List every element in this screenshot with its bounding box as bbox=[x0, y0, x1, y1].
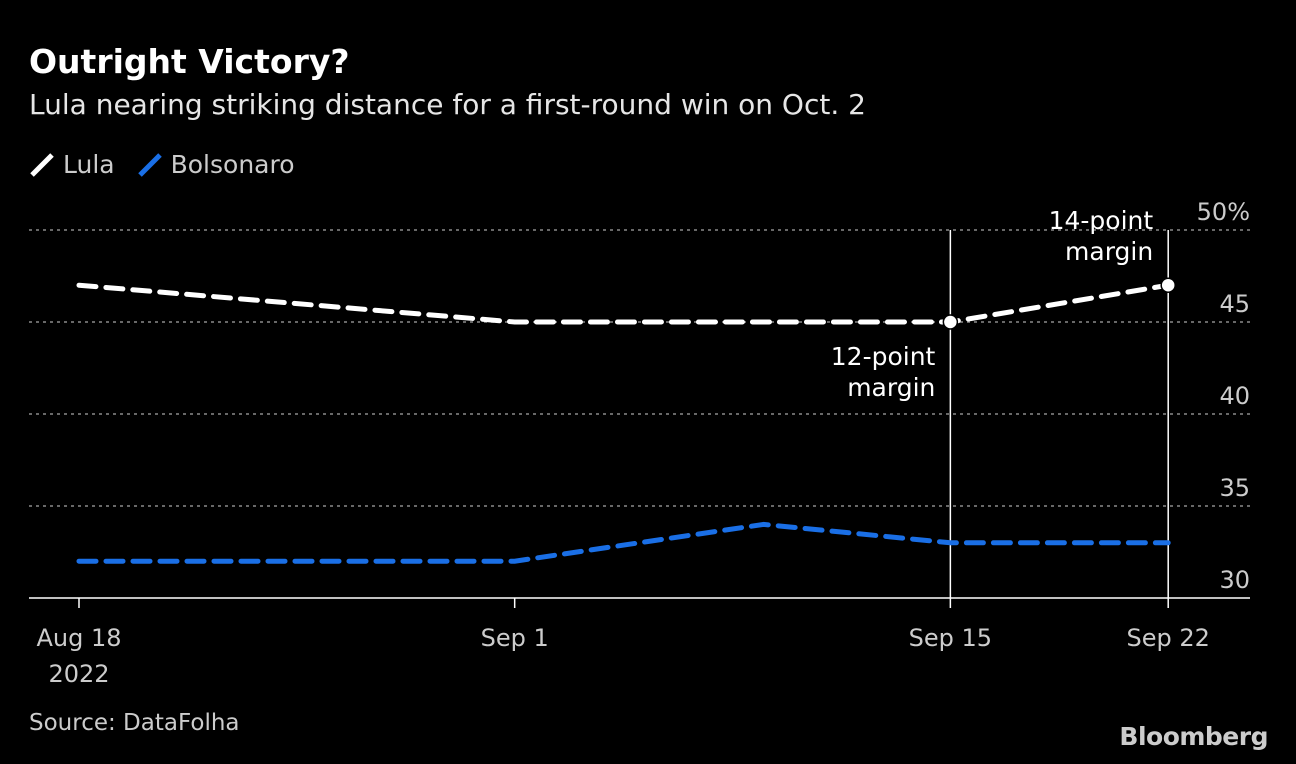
x-tick-label: Aug 18 bbox=[36, 624, 121, 652]
y-tick-label: 30 bbox=[1219, 566, 1250, 594]
annotation-label: 14-point bbox=[1049, 206, 1154, 235]
bolsonaro-swatch-icon bbox=[137, 152, 162, 177]
legend-item-bolsonaro: Bolsonaro bbox=[137, 150, 295, 179]
legend-label-bolsonaro: Bolsonaro bbox=[170, 150, 295, 179]
annotation-label: margin bbox=[1065, 237, 1153, 266]
series-line-lula bbox=[76, 282, 1171, 325]
chart-title: Outright Victory? bbox=[29, 42, 350, 81]
x-tick-label: Sep 22 bbox=[1126, 624, 1209, 652]
y-tick-label: 35 bbox=[1219, 474, 1250, 502]
y-tick-label: 45 bbox=[1219, 290, 1250, 318]
x-tick-label: Sep 15 bbox=[909, 624, 992, 652]
lula-swatch-icon bbox=[30, 152, 54, 177]
series-line-bolsonaro bbox=[76, 521, 1171, 564]
x-tick-sublabel: 2022 bbox=[48, 660, 109, 688]
annotation-marker bbox=[942, 314, 959, 330]
y-tick-label: 40 bbox=[1219, 382, 1250, 410]
annotation-marker bbox=[1160, 277, 1176, 293]
bloomberg-logo: Bloomberg bbox=[1119, 722, 1268, 751]
y-tick-label: 50% bbox=[1197, 198, 1250, 226]
legend-label-lula: Lula bbox=[63, 150, 115, 179]
annotation-label: margin bbox=[847, 373, 935, 402]
chart-subtitle: Lula nearing striking distance for a fir… bbox=[29, 88, 866, 121]
legend-item-lula: Lula bbox=[29, 150, 115, 179]
legend: Lula Bolsonaro bbox=[29, 150, 295, 179]
source-note: Source: DataFolha bbox=[29, 710, 240, 736]
annotation-label: 12-point bbox=[831, 342, 936, 371]
x-tick-label: Sep 1 bbox=[481, 624, 549, 652]
